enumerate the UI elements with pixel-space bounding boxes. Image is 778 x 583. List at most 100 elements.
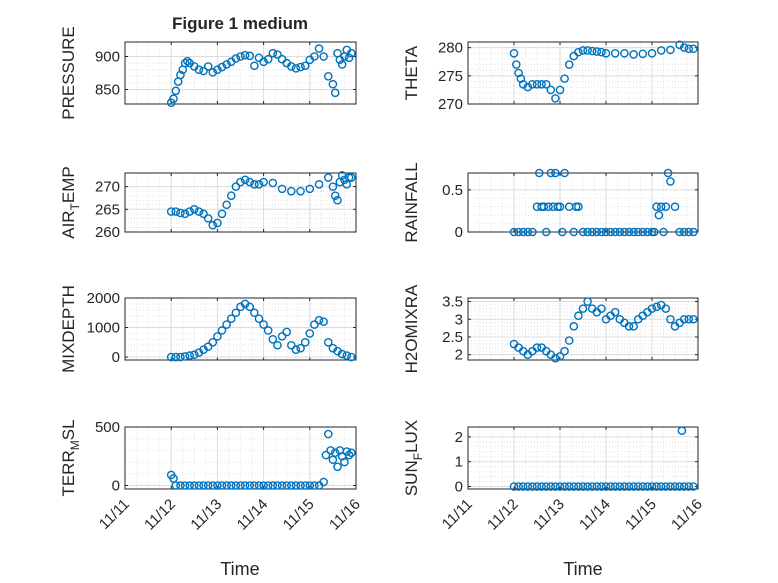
data-point [344,53,354,63]
data-point [663,168,673,178]
data-point [330,88,340,98]
x-tick-label: 11/12 [141,496,179,534]
data-point [624,482,634,491]
data-point [659,227,668,237]
data-point [268,48,278,58]
data-point [587,227,597,237]
data-point [555,202,565,212]
data-point [620,227,629,237]
data-point [555,85,565,95]
data-point [213,218,222,228]
data-point [213,65,222,75]
data-point [629,482,638,491]
data-point [199,481,208,490]
data-point [268,178,278,188]
data-point [587,46,597,56]
data-point [633,482,643,491]
data-point [574,311,583,321]
data-point [514,227,523,237]
data-point [514,68,523,78]
data-point [544,202,553,212]
data-point [679,482,689,491]
data-point [551,94,560,103]
data-point [528,227,537,237]
data-point [180,481,190,490]
y-tick-label: 2 [455,347,463,364]
data-point [245,481,255,490]
data-point [259,320,268,329]
data-point [189,350,199,359]
data-point [583,297,592,306]
data-point [509,48,519,58]
data-point [578,304,588,313]
data-point [208,481,218,490]
data-point [689,227,698,237]
data-point [291,481,301,490]
data-point [551,353,560,363]
data-point [337,60,347,69]
subplot-theta: 270 275 280 THETA [402,40,699,113]
subplot-rainfall: 0 0.5 RAINFALL [402,162,699,243]
data-point [323,173,333,182]
subplot-mixdepth: 0 1000 2000 MIXDEPTH [59,285,357,373]
data-point [183,56,192,66]
x-tick-label: 11/11 [96,496,133,533]
data-point [624,227,634,237]
data-point [509,227,519,237]
data-point [578,227,588,237]
y-tick-label: 1000 [87,320,120,337]
subplot-terr: 11/11 11/12 11/13 11/14 11/15 11/16 0 500 TERRMS… [59,419,364,534]
data-point [231,308,241,318]
data-point [523,227,533,237]
data-point [333,462,342,472]
data-point [597,47,606,57]
data-point [601,48,611,58]
data-point [296,62,305,72]
data-point [661,304,671,313]
data-point [615,482,625,491]
data-point [666,177,675,186]
y-axis-label: TERRMSL [59,419,82,496]
data-point [166,207,176,216]
data-point [564,482,574,491]
plot-border [467,172,699,233]
data-point [523,482,533,491]
data-point [236,177,245,187]
data-point [564,336,574,345]
data-point [310,52,319,61]
data-point [180,58,190,68]
data-point [277,481,287,490]
data-point [287,186,296,196]
data-point [213,332,222,341]
data-point [300,61,310,71]
data-point [675,227,684,237]
plot-border [124,297,357,361]
data-point [226,191,236,200]
data-point [656,202,666,212]
data-point [217,209,227,219]
data-point [231,54,241,63]
x-tick-label: 11/16 [668,496,706,534]
data-point [268,335,278,344]
data-point [314,180,324,189]
figure-title: Figure 1 medium [172,14,308,33]
data-point [217,62,227,72]
data-point [222,60,231,69]
y-axis-label: RAINFALL [402,162,421,242]
data-point [330,448,340,458]
x-tick-label: 11/15 [622,496,660,534]
data-point [518,482,528,491]
x-tick-label: 11/13 [187,496,225,534]
data-point [208,68,218,77]
data-point [574,482,583,491]
data-point [558,227,567,237]
data-point [203,481,213,490]
data-point [217,481,227,490]
data-point [650,227,659,237]
data-point [666,314,675,324]
data-point [597,482,606,491]
data-point [245,51,255,61]
data-point [263,481,273,490]
data-point [263,54,273,64]
